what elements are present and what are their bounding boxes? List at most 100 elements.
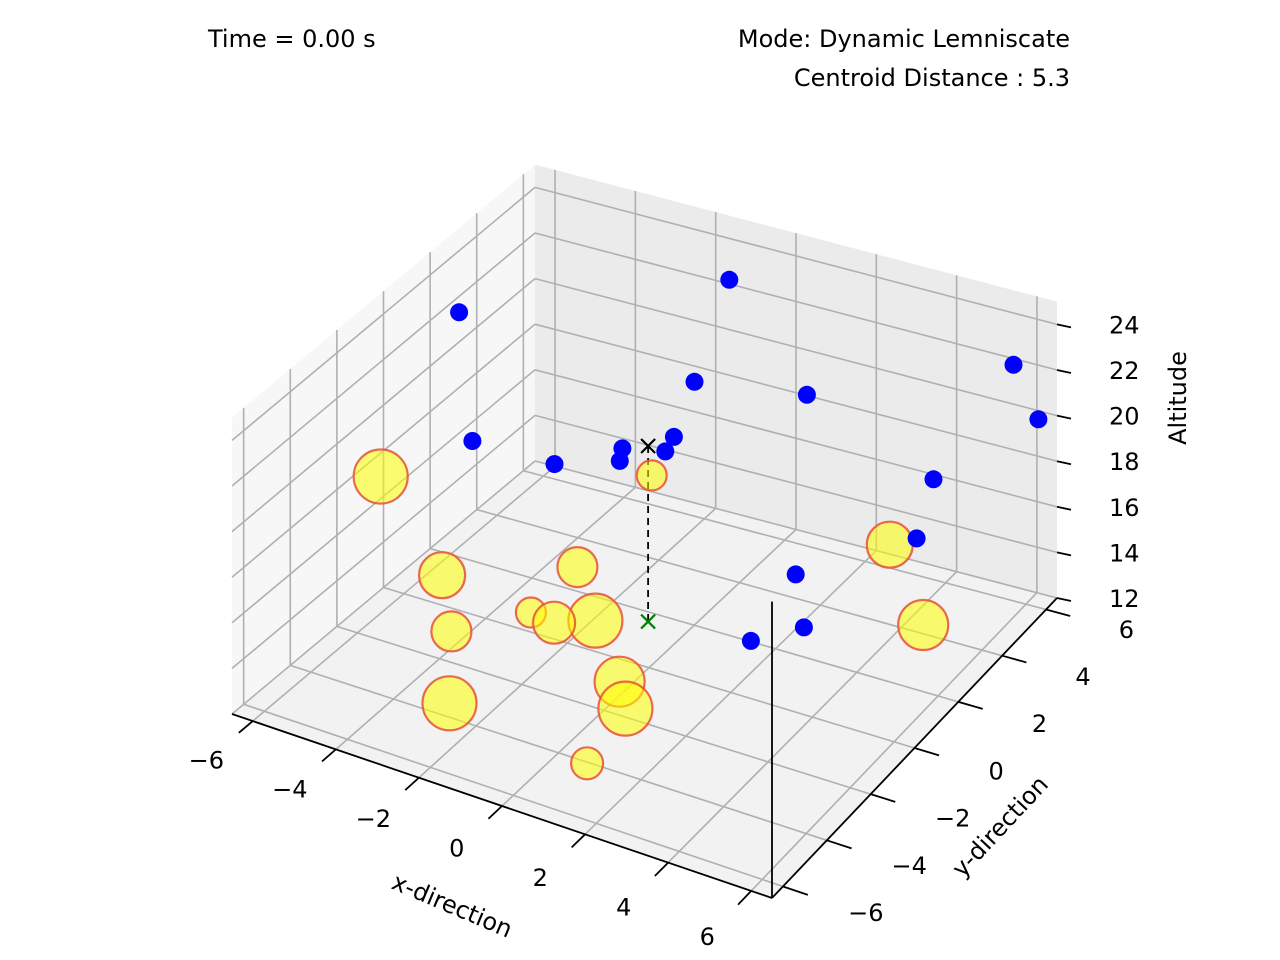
y-tick (958, 700, 983, 710)
floor-grid-y (429, 547, 959, 703)
yellow-point (430, 610, 473, 653)
left-grid-z (231, 277, 536, 533)
yellow-point (569, 746, 605, 781)
z-tick (1056, 597, 1072, 602)
left-grid-z (231, 186, 536, 442)
blue-point (720, 270, 739, 289)
blue-point (545, 455, 564, 474)
x-tick (238, 720, 254, 734)
x-tick (654, 861, 669, 877)
back-grid-z (534, 369, 1058, 508)
blue-point (1029, 410, 1048, 429)
centroid-start-marker-stroke (640, 438, 656, 454)
y-tick-label: 0 (988, 758, 1003, 786)
y-tick (1045, 608, 1071, 617)
yellow-point (531, 600, 577, 645)
back-grid-z (534, 460, 1058, 599)
z-axis-label: Altitude (1164, 351, 1192, 445)
tick-marks (238, 323, 1072, 906)
yellow-point (556, 545, 599, 589)
yellow-point (352, 448, 409, 505)
z-tick (1056, 414, 1072, 420)
data-marks (352, 270, 1048, 781)
x-tick-label: 6 (700, 923, 715, 951)
left-grid-z (231, 414, 536, 670)
y-tick (1001, 654, 1027, 664)
blue-point (794, 618, 813, 637)
floor-grid-y (523, 469, 1047, 611)
blue-point (685, 372, 704, 391)
z-tick-label: 12 (1109, 585, 1140, 613)
time-annotation: Time = 0.00 s (207, 25, 376, 53)
y-tick-label: 4 (1075, 663, 1090, 691)
y-tick-label: −6 (848, 899, 883, 927)
blue-point (907, 529, 926, 548)
centroid-end-marker (640, 613, 656, 630)
centroid-end-marker-stroke (640, 613, 656, 630)
yellow-point (567, 592, 624, 649)
blue-point (664, 427, 683, 446)
y-tick-label: 2 (1032, 710, 1047, 738)
yellow-point (865, 520, 914, 569)
y-tick (914, 747, 940, 757)
x-tick (737, 890, 752, 906)
blue-point (656, 442, 675, 461)
x-tick (404, 777, 420, 791)
left-grid-z (231, 232, 536, 487)
y-tick (826, 839, 852, 850)
z-tick-label: 18 (1109, 448, 1140, 476)
y-tick-label: −4 (892, 852, 927, 880)
blue-point (463, 432, 482, 450)
back-grid-z (534, 186, 1058, 326)
yellow-point (897, 598, 950, 652)
z-tick (1056, 323, 1072, 329)
x-tick-label: 0 (449, 835, 464, 863)
floor-grid-y (383, 586, 915, 749)
z-tick (1056, 505, 1072, 511)
axes-panes (232, 164, 1057, 898)
back-grid-z (534, 277, 1058, 417)
z-tick (1056, 551, 1072, 557)
yellow-point (418, 551, 467, 600)
x-tick-label: 2 (533, 864, 548, 892)
x-tick-label: 4 (616, 893, 631, 921)
back-grid-z (534, 323, 1058, 462)
x-tick (321, 748, 337, 763)
centroid-distance-annotation: Centroid Distance : 5.3 (794, 64, 1070, 92)
z-tick-label: 14 (1109, 539, 1140, 567)
y-tick (782, 885, 809, 896)
z-tick-label: 16 (1109, 494, 1140, 522)
x-tick-label: −4 (272, 776, 307, 804)
floor-grid-y (290, 664, 828, 842)
z-tick (1056, 460, 1072, 466)
yellow-point (635, 459, 668, 492)
x-tick-label: −6 (189, 746, 224, 774)
left-grid-z (231, 460, 536, 715)
y-tick (870, 793, 896, 803)
blue-point (610, 451, 629, 470)
z-tick-label: 24 (1109, 311, 1140, 339)
mode-annotation: Mode: Dynamic Lemniscate (738, 25, 1070, 53)
yellow-point (597, 680, 654, 737)
back-grid-z (534, 232, 1058, 371)
x-tick-label: −2 (356, 805, 391, 833)
blue-point (797, 385, 816, 404)
centroid-start-marker (640, 438, 656, 454)
back-grid-z (534, 414, 1058, 554)
blue-point (786, 565, 805, 584)
y-tick-label: −2 (935, 805, 970, 833)
z-tick (1056, 369, 1072, 374)
x-tick (571, 833, 586, 849)
z-tick-label: 20 (1109, 403, 1140, 431)
blue-point (1004, 355, 1023, 374)
y-tick-label: 6 (1119, 616, 1134, 644)
blue-point (741, 631, 760, 650)
blue-point (924, 470, 943, 489)
floor-grid-y (243, 703, 784, 888)
z-tick-label: 22 (1109, 357, 1140, 385)
x-axis-label: x-direction (388, 868, 517, 944)
x-tick (487, 805, 503, 820)
yellow-point (421, 675, 478, 732)
